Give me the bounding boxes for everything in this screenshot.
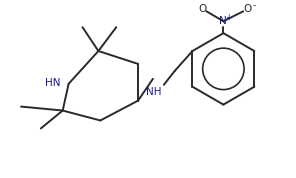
Text: N: N <box>218 16 226 26</box>
Text: O: O <box>243 4 251 14</box>
Text: +: + <box>225 13 231 22</box>
Text: NH: NH <box>146 87 162 97</box>
Text: HN: HN <box>45 78 60 88</box>
Text: O: O <box>198 4 207 14</box>
Text: -: - <box>252 1 256 10</box>
